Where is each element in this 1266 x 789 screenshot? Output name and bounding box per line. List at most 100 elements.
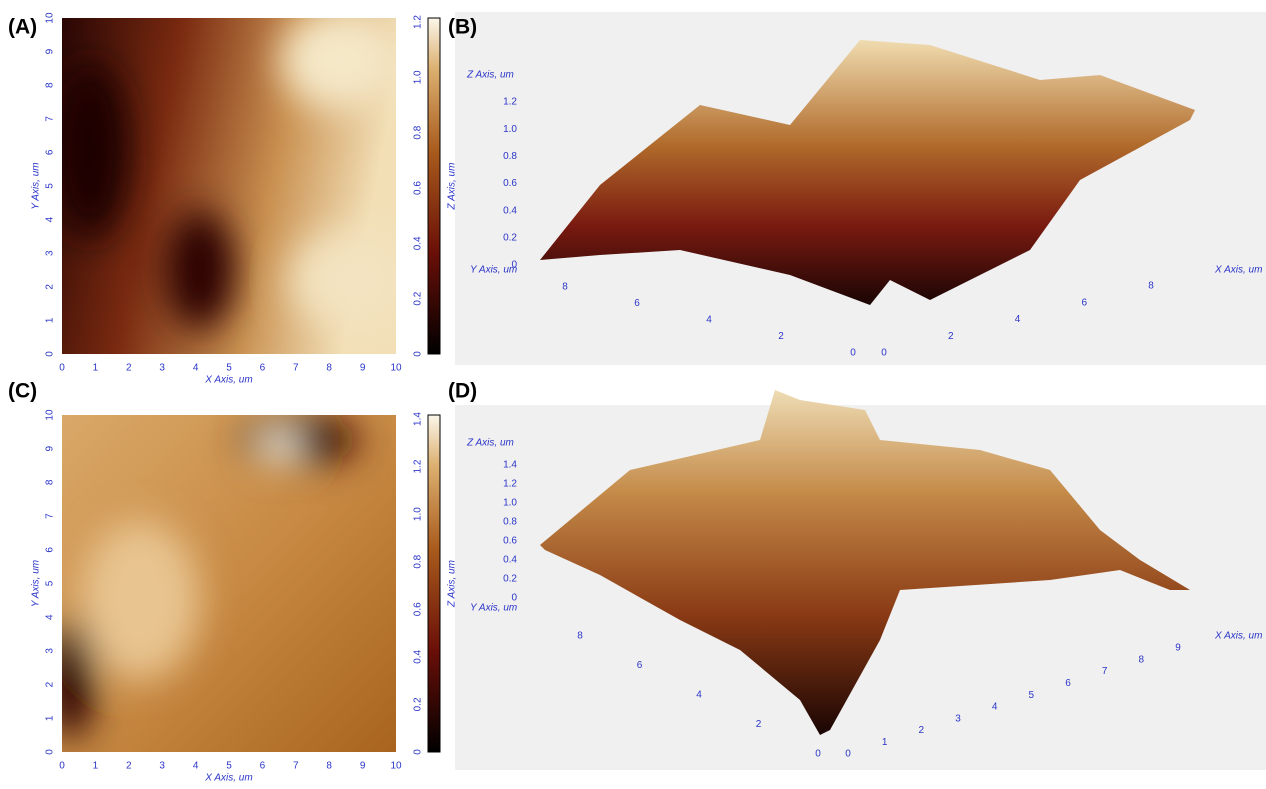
y-tick-label: 8 [562,282,568,293]
y-tick-label: 9 [45,48,56,54]
panel-label: (D) [448,380,477,403]
x-tick-label: 2 [126,363,132,374]
x-tick-label: 2 [126,761,132,772]
colorbar-tick-label: 0.8 [413,554,424,568]
colorbar-tick-label: 0 [413,749,424,755]
x-tick-label: 6 [1081,297,1087,308]
z-tick-label: 0.2 [503,232,517,243]
x-tick-label: 1 [93,363,99,374]
x-tick-label: 7 [1102,666,1108,677]
y-tick-label: 0 [45,749,56,755]
colorbar-tick-label: 0 [413,351,424,357]
x-tick-label: 0 [59,761,65,772]
panel-label: (A) [8,16,37,39]
height-map [50,10,410,354]
y-tick-label: 5 [45,580,56,586]
colorbar-tick-label: 1.4 [413,412,424,426]
colorbar-tick-label: 0.6 [413,602,424,616]
y-tick-label: 8 [45,82,56,88]
x-tick-label: 4 [193,761,199,772]
z-tick-label: 1.2 [503,479,517,490]
y-tick-label: 6 [634,298,640,309]
colorbar-tick-label: 0.2 [413,291,424,305]
y-tick-label: 6 [637,660,643,671]
x-axis-title: X Axis, um [204,375,252,386]
x-tick-label: 6 [260,363,266,374]
z-tick-label: 0.4 [503,555,517,566]
x-tick-label: 8 [1139,654,1145,665]
y-tick-label: 4 [696,690,702,701]
z-tick-label: 0.8 [503,517,517,528]
x-tick-label: 8 [326,363,332,374]
x-tick-label: 4 [1015,314,1021,325]
x-tick-label: 3 [159,363,165,374]
colorbar-tick-label: 0.8 [413,125,424,139]
x-tick-label: 6 [260,761,266,772]
z-tick-label: 1.0 [503,498,517,509]
x-tick-label: 0 [59,363,65,374]
x-tick-label: 1 [882,737,888,748]
y-tick-label: 4 [45,216,56,222]
x-axis-title: X Axis, um [204,773,252,784]
colorbar-tick-label: 0.4 [413,649,424,663]
x-tick-label: 3 [955,713,961,724]
x-tick-label: 8 [1148,281,1154,292]
y-tick-label: 9 [45,445,56,451]
x-tick-label: 7 [293,761,299,772]
z-tick-label: 0.6 [503,536,517,547]
colorbar-tick-label: 0.2 [413,697,424,711]
panel-label: (B) [448,16,477,39]
z-tick-label: 0.8 [503,151,517,162]
z-tick-label: 0.6 [503,178,517,189]
y-tick-label: 10 [45,409,56,421]
x-tick-label: 5 [226,363,232,374]
colorbar [428,415,440,752]
x-tick-label: 6 [1065,678,1071,689]
x-axis-title: X Axis, um [1214,631,1262,642]
y-tick-label: 2 [778,331,784,342]
x-tick-label: 2 [948,331,954,342]
y-tick-label: 2 [45,681,56,687]
z-tick-label: 1.2 [503,97,517,108]
z-axis-title: Z Axis, um [466,70,514,81]
z-tick-label: 1.4 [503,460,517,471]
x-tick-label: 7 [293,363,299,374]
x-tick-label: 4 [992,702,998,713]
y-axis-title: Y Axis, um [470,603,517,614]
colorbar-tick-label: 1.2 [413,459,424,473]
x-tick-label: 2 [919,725,925,736]
y-tick-label: 0 [45,351,56,357]
y-tick-label: 5 [45,183,56,189]
y-tick-label: 6 [45,547,56,553]
y-tick-label: 7 [45,513,56,519]
y-axis-title: Y Axis, um [31,162,42,209]
x-tick-label: 3 [159,761,165,772]
z-tick-label: 1.0 [503,124,517,135]
panel-label: (C) [8,380,37,403]
y-tick-label: 7 [45,116,56,122]
z-axis-title: Z Axis, um [466,438,514,449]
y-tick-label: 8 [45,479,56,485]
y-tick-label: 0 [815,749,821,760]
y-tick-label: 1 [45,715,56,721]
y-tick-label: 6 [45,149,56,155]
x-tick-label: 0 [881,348,887,359]
y-tick-label: 0 [850,348,856,359]
y-tick-label: 1 [45,317,56,323]
y-tick-label: 3 [45,648,56,654]
x-tick-label: 10 [390,363,402,374]
x-tick-label: 4 [193,363,199,374]
x-tick-label: 9 [1175,643,1181,654]
colorbar-tick-label: 1.0 [413,70,424,84]
x-tick-label: 5 [1029,690,1035,701]
colorbar-tick-label: 0.6 [413,181,424,195]
z-tick-label: 0.2 [503,574,517,585]
x-tick-label: 5 [226,761,232,772]
y-tick-label: 8 [577,631,583,642]
y-axis-title: Y Axis, um [31,560,42,607]
colorbar [428,18,440,354]
x-axis-title: X Axis, um [1214,265,1262,276]
y-tick-label: 4 [45,614,56,620]
x-tick-label: 10 [390,761,402,772]
height-map [45,415,396,752]
